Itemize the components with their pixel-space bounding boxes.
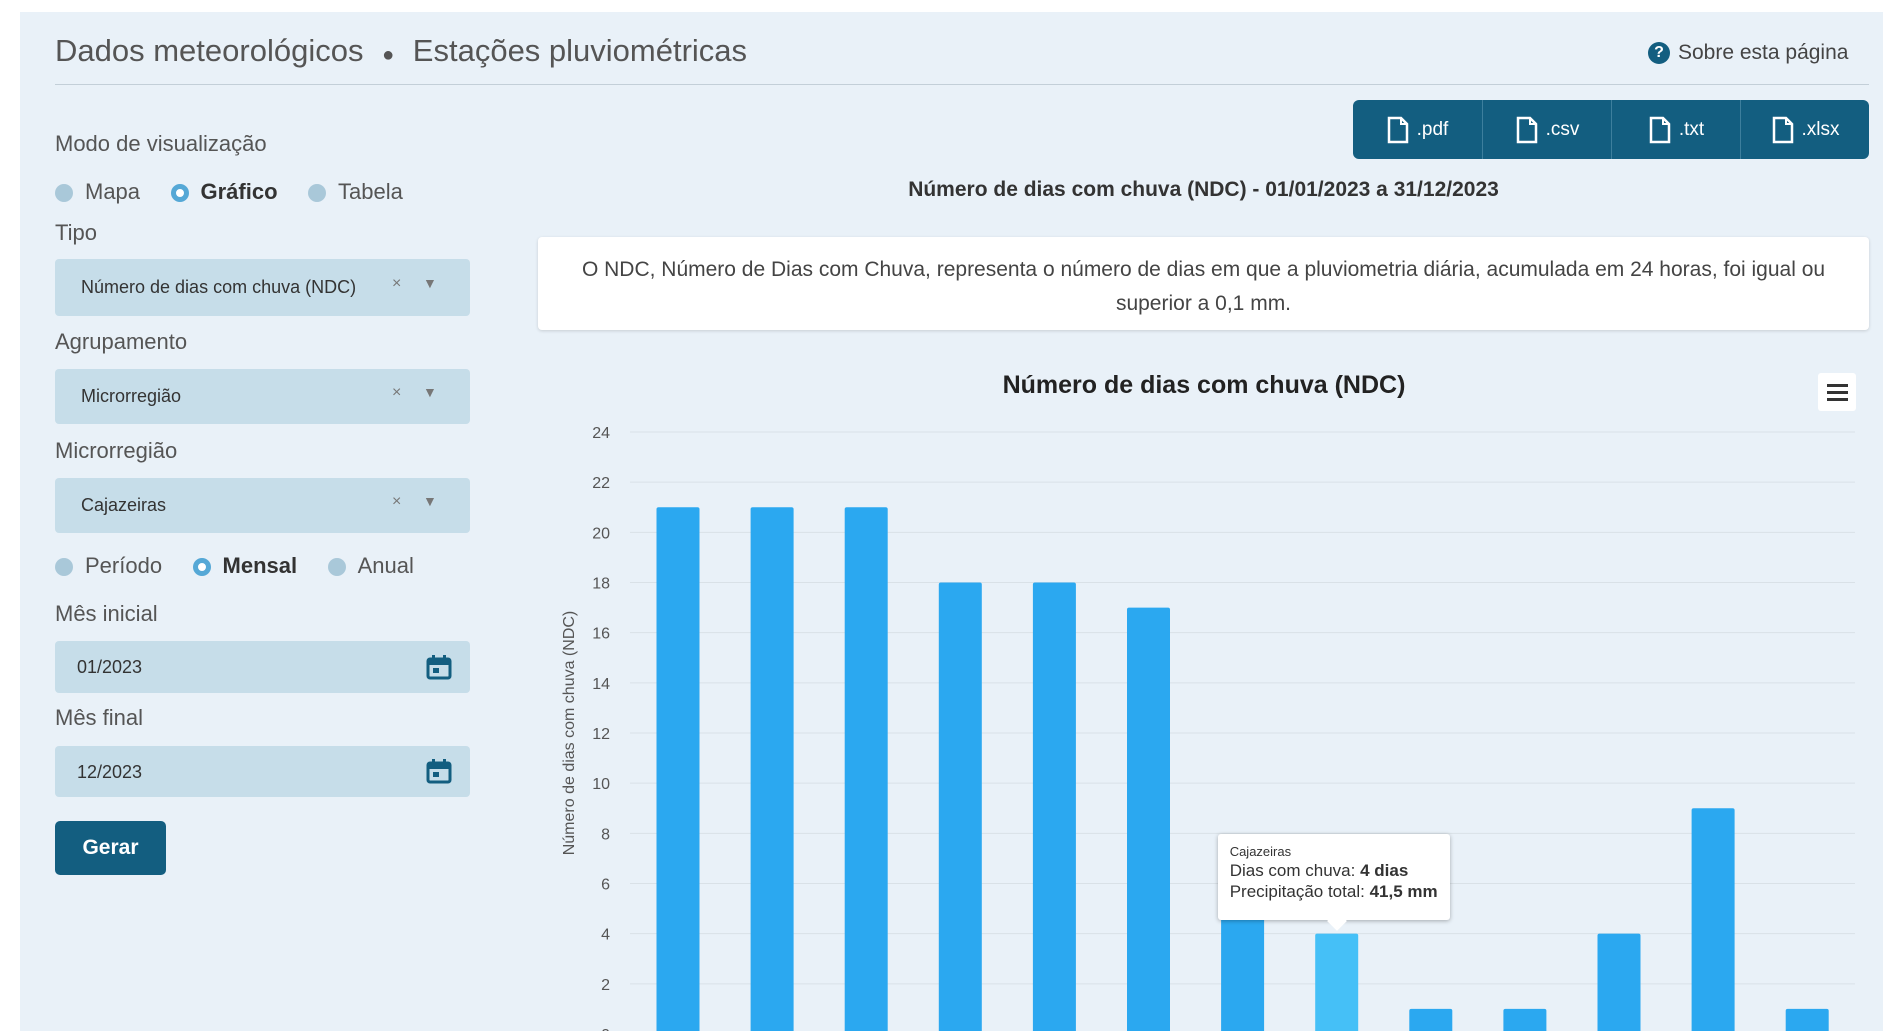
- mode-label: Modo de visualização: [55, 131, 267, 156]
- header-subtitle: Estações pluviométricas: [412, 33, 748, 68]
- file-icon: [1516, 116, 1537, 143]
- input-value: 01/2023: [77, 657, 143, 677]
- bar: [938, 582, 982, 1031]
- chart-title: Número de dias com chuva (NDC): [1003, 371, 1406, 399]
- export-button[interactable]: .csv: [1482, 100, 1612, 159]
- tooltip: Cajazeiras Dias com chuva: 4 dias Precip…: [1217, 833, 1450, 931]
- group-select[interactable]: Microrregião × ▼: [55, 369, 470, 424]
- bar: [1032, 582, 1076, 1031]
- y-tick-label: 0: [601, 1027, 610, 1031]
- export-button[interactable]: .txt: [1611, 100, 1741, 159]
- y-tick-label: 4: [601, 927, 610, 944]
- radio-label: Anual: [357, 553, 414, 578]
- y-axis-label: Número de dias com chuva (NDC): [561, 611, 578, 856]
- y-tick-label: 18: [592, 576, 610, 593]
- bar: [1785, 1008, 1829, 1031]
- radio-label: Período: [85, 553, 163, 578]
- export-button[interactable]: .xlsx: [1740, 100, 1870, 159]
- tooltip-row: Dias com chuva: 4 dias: [1230, 860, 1438, 881]
- start-input[interactable]: 01/2023: [55, 641, 470, 693]
- tooltip-label: Precipitação total:: [1229, 881, 1365, 901]
- region-select[interactable]: Cajazeiras × ▼: [55, 478, 470, 533]
- y-tick-label: 20: [592, 525, 610, 542]
- bar: [656, 507, 700, 1031]
- y-tick-label: 8: [601, 826, 610, 843]
- bar: [1597, 933, 1641, 1031]
- radio[interactable]: Gráfico: [170, 179, 278, 204]
- mode-radios: Mapa Gráfico Tabela: [55, 179, 429, 205]
- period-radios: Período Mensal Anual: [55, 553, 440, 579]
- header: Dados meteorológicos ● Estações pluviomé…: [55, 33, 747, 69]
- bar: [750, 507, 794, 1031]
- separator: ●: [382, 44, 395, 66]
- bar: [1409, 1008, 1453, 1031]
- select-value: Microrregião: [81, 386, 182, 406]
- select-value: Número de dias com chuva (NDC): [81, 277, 357, 297]
- region-label: Microrregião: [55, 438, 178, 463]
- radio-label: Tabela: [337, 179, 403, 204]
- y-tick-label: 2: [601, 977, 610, 994]
- bar: [1315, 933, 1359, 1031]
- file-icon: [1387, 116, 1408, 143]
- bar: [1503, 1008, 1547, 1031]
- tooltip-value: 41,5 mm: [1369, 881, 1438, 901]
- start-label: Mês inicial: [55, 601, 158, 626]
- export-label: .csv: [1545, 118, 1580, 140]
- group-label: Agrupamento: [55, 329, 188, 354]
- help-link[interactable]: ? Sobre esta página: [1648, 41, 1848, 65]
- bar: [1691, 808, 1735, 1031]
- help-icon: ?: [1648, 42, 1670, 64]
- y-tick-label: 14: [592, 676, 610, 693]
- bar: [1127, 607, 1170, 1031]
- tooltip-value: 4 dias: [1360, 860, 1409, 880]
- tooltip-series: Cajazeiras: [1229, 843, 1292, 859]
- menu-button[interactable]: [1818, 373, 1856, 411]
- y-tick-label: 16: [592, 626, 610, 643]
- generate-button[interactable]: Gerar: [55, 821, 166, 875]
- file-icon: [1649, 116, 1671, 143]
- y-tick-label: 12: [592, 726, 610, 743]
- file-icon: [1772, 116, 1793, 143]
- y-tick-label: 22: [592, 475, 610, 492]
- tooltip-row: Precipitação total: 41,5 mm: [1230, 881, 1438, 902]
- calendar-icon: [426, 655, 452, 680]
- type-select[interactable]: Número de dias com chuva (NDC) × ▼: [55, 259, 470, 316]
- header-rule: [55, 84, 1869, 85]
- export-label: .txt: [1678, 118, 1705, 140]
- export-label: .xlsx: [1801, 118, 1840, 140]
- radio[interactable]: Período: [55, 553, 162, 578]
- calendar-icon: [426, 759, 452, 784]
- input-value: 12/2023: [77, 762, 143, 782]
- y-tick-label: 10: [592, 776, 610, 793]
- header-title: Dados meteorológicos: [55, 33, 364, 68]
- end-label: Mês final: [55, 705, 144, 730]
- tooltip-label: Dias com chuva:: [1229, 860, 1356, 880]
- radio-label: Gráfico: [200, 179, 278, 204]
- radio[interactable]: Anual: [327, 553, 414, 578]
- bar: [844, 507, 888, 1031]
- report-title: Número de dias com chuva (NDC) - 01/01/2…: [908, 178, 1499, 201]
- type-label: Tipo: [55, 220, 97, 245]
- y-tick-label: 6: [601, 877, 610, 894]
- bar: [1221, 883, 1265, 1031]
- export-button[interactable]: .pdf: [1353, 100, 1482, 159]
- select-value: Cajazeiras: [81, 495, 167, 515]
- end-input[interactable]: 12/2023: [55, 746, 470, 797]
- y-tick-label: 24: [592, 425, 610, 442]
- export-label: .pdf: [1416, 118, 1449, 140]
- radio[interactable]: Mapa: [55, 179, 140, 204]
- help-text: Sobre esta página: [1678, 41, 1849, 64]
- radio[interactable]: Tabela: [307, 179, 403, 204]
- description: O NDC, Número de Dias com Chuva, represe…: [538, 237, 1869, 330]
- radio-label: Mapa: [85, 179, 141, 204]
- radio-label: Mensal: [222, 553, 298, 578]
- radio[interactable]: Mensal: [192, 553, 298, 578]
